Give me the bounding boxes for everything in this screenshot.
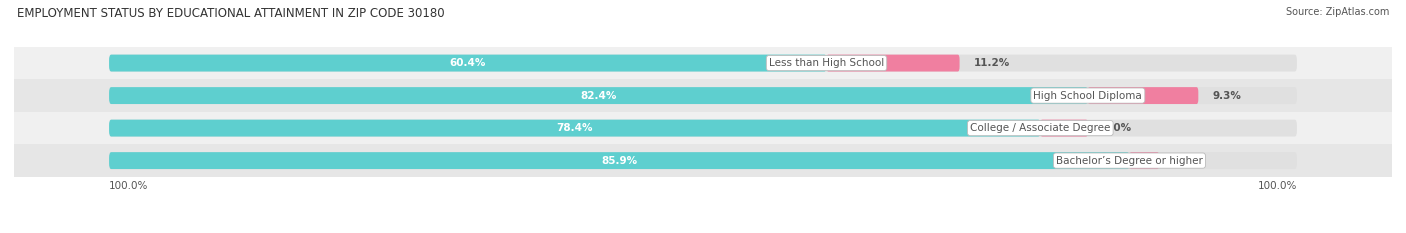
Text: 11.2%: 11.2% (974, 58, 1010, 68)
FancyBboxPatch shape (110, 87, 1088, 104)
Text: Source: ZipAtlas.com: Source: ZipAtlas.com (1285, 7, 1389, 17)
Text: College / Associate Degree: College / Associate Degree (970, 123, 1111, 133)
Text: 2.5%: 2.5% (1174, 156, 1202, 166)
Text: 78.4%: 78.4% (557, 123, 593, 133)
Text: 82.4%: 82.4% (581, 91, 617, 101)
Text: 60.4%: 60.4% (450, 58, 486, 68)
FancyBboxPatch shape (110, 55, 1296, 72)
Bar (14, 112, 1392, 144)
Text: EMPLOYMENT STATUS BY EDUCATIONAL ATTAINMENT IN ZIP CODE 30180: EMPLOYMENT STATUS BY EDUCATIONAL ATTAINM… (17, 7, 444, 20)
Text: 100.0%: 100.0% (1257, 181, 1296, 191)
Text: 100.0%: 100.0% (110, 181, 149, 191)
Text: 4.0%: 4.0% (1102, 123, 1132, 133)
Bar (14, 144, 1392, 177)
FancyBboxPatch shape (110, 87, 1296, 104)
FancyBboxPatch shape (110, 120, 1296, 137)
FancyBboxPatch shape (110, 55, 827, 72)
Text: Less than High School: Less than High School (769, 58, 884, 68)
Bar (14, 79, 1392, 112)
FancyBboxPatch shape (1088, 87, 1198, 104)
FancyBboxPatch shape (1129, 152, 1159, 169)
Text: Bachelor’s Degree or higher: Bachelor’s Degree or higher (1056, 156, 1204, 166)
Bar (14, 47, 1392, 79)
FancyBboxPatch shape (110, 152, 1129, 169)
Text: 9.3%: 9.3% (1212, 91, 1241, 101)
FancyBboxPatch shape (110, 152, 1296, 169)
FancyBboxPatch shape (827, 55, 959, 72)
FancyBboxPatch shape (110, 120, 1040, 137)
Text: 85.9%: 85.9% (602, 156, 637, 166)
FancyBboxPatch shape (1040, 120, 1088, 137)
Text: High School Diploma: High School Diploma (1033, 91, 1142, 101)
